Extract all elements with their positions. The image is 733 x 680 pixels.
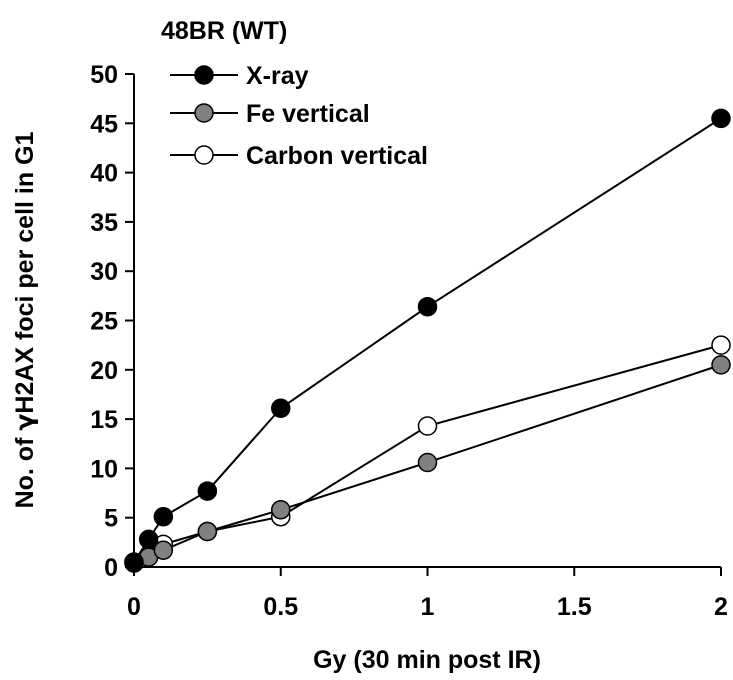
x-axis-label: Gy (30 min post IR): [313, 646, 541, 674]
data-point: [197, 521, 218, 542]
y-tick-label: 30: [90, 258, 118, 286]
y-tick-label: 0: [104, 554, 118, 582]
y-tick-label: 50: [90, 61, 118, 89]
legend-marker: [194, 65, 214, 85]
x-tick-label: 0.5: [263, 593, 298, 621]
data-point: [124, 552, 144, 572]
data-point: [271, 398, 291, 419]
data-point: [197, 481, 218, 501]
y-axis-label: No. of γH2AX foci per cell in G1: [10, 131, 39, 508]
y-tick-label: 45: [90, 110, 118, 138]
legend-marker: [194, 145, 214, 165]
y-tick-label: 40: [90, 160, 118, 188]
data-point: [153, 506, 174, 527]
y-tick-label: 25: [90, 308, 118, 336]
data-point: [711, 335, 731, 355]
x-tick-label: 1.5: [557, 593, 592, 621]
series-layer: [124, 108, 731, 573]
data-point: [417, 296, 438, 317]
data-point: [417, 416, 438, 436]
data-point: [417, 452, 438, 473]
data-point: [153, 540, 174, 560]
legend-marker: [194, 103, 214, 123]
legend-label: X-ray: [246, 62, 309, 90]
y-tick-label: 35: [90, 209, 118, 237]
legend-label: Carbon vertical: [246, 142, 428, 170]
data-point: [271, 500, 291, 520]
legend-label: Fe vertical: [246, 100, 370, 128]
legend: X-ray Fe vertical Carbon vertical: [170, 62, 428, 170]
x-tick-label: 2: [714, 593, 728, 621]
x-tick-label: 0: [127, 593, 141, 621]
y-tick-label: 10: [90, 455, 118, 483]
series-line: [133, 117, 722, 563]
y-tick-label: 15: [90, 406, 118, 434]
axes: 0 5 10 15 20 25 30 35 40 45 50 0 0.5 1 1.5 2: [90, 61, 728, 621]
data-point: [711, 355, 731, 375]
y-tick-label: 20: [90, 357, 118, 385]
chart-title: 48BR (WT): [161, 17, 287, 45]
data-point: [138, 529, 159, 550]
data-point: [711, 108, 731, 129]
y-tick-label: 5: [104, 505, 118, 533]
x-tick-label: 1: [421, 593, 435, 621]
